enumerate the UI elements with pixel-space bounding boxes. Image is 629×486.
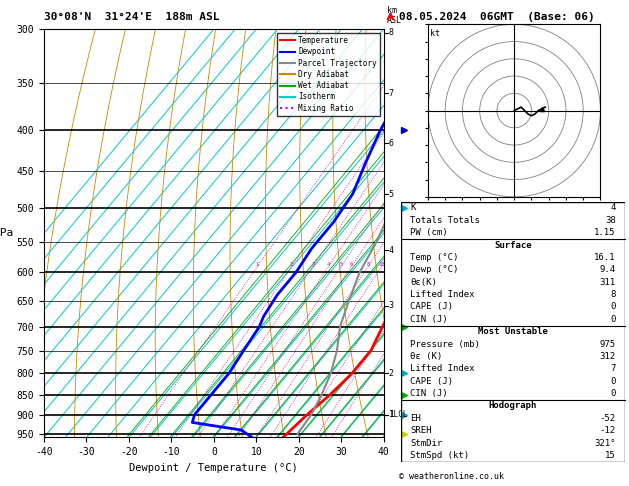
Text: kt: kt xyxy=(430,30,440,38)
Text: K: K xyxy=(410,203,416,212)
Text: CAPE (J): CAPE (J) xyxy=(410,302,454,312)
Text: 7: 7 xyxy=(389,88,394,98)
Text: Lifted Index: Lifted Index xyxy=(410,364,475,373)
Text: 1LCL: 1LCL xyxy=(389,410,408,419)
Text: 311: 311 xyxy=(599,278,616,287)
Legend: Temperature, Dewpoint, Parcel Trajectory, Dry Adiabat, Wet Adiabat, Isotherm, Mi: Temperature, Dewpoint, Parcel Trajectory… xyxy=(277,33,380,116)
Text: 4: 4 xyxy=(327,261,330,266)
Text: 4: 4 xyxy=(610,203,616,212)
Text: © weatheronline.co.uk: © weatheronline.co.uk xyxy=(399,472,504,481)
Text: Temp (°C): Temp (°C) xyxy=(410,253,459,262)
Text: Lifted Index: Lifted Index xyxy=(410,290,475,299)
Text: 08.05.2024  06GMT  (Base: 06): 08.05.2024 06GMT (Base: 06) xyxy=(399,12,595,22)
Text: 312: 312 xyxy=(599,352,616,361)
Text: 30°08'N  31°24'E  188m ASL: 30°08'N 31°24'E 188m ASL xyxy=(44,12,220,22)
Text: -12: -12 xyxy=(599,426,616,435)
Text: 0: 0 xyxy=(610,389,616,398)
Text: 8: 8 xyxy=(367,261,370,266)
Text: 6: 6 xyxy=(350,261,353,266)
Text: Totals Totals: Totals Totals xyxy=(410,216,480,225)
Text: θε(K): θε(K) xyxy=(410,278,437,287)
Text: Most Unstable: Most Unstable xyxy=(478,327,548,336)
Text: CIN (J): CIN (J) xyxy=(410,389,448,398)
Text: km
ASL: km ASL xyxy=(387,6,402,25)
Text: 15: 15 xyxy=(605,451,616,460)
Text: Pressure (mb): Pressure (mb) xyxy=(410,340,480,348)
Text: -52: -52 xyxy=(599,414,616,423)
Text: 321°: 321° xyxy=(594,439,616,448)
Text: CAPE (J): CAPE (J) xyxy=(410,377,454,386)
Text: 3: 3 xyxy=(389,301,394,311)
Text: 1: 1 xyxy=(389,410,394,419)
Text: SREH: SREH xyxy=(410,426,431,435)
Text: 2: 2 xyxy=(389,369,394,378)
Text: StmDir: StmDir xyxy=(410,439,442,448)
Text: 7: 7 xyxy=(610,364,616,373)
Text: 10: 10 xyxy=(378,261,385,266)
Text: 4: 4 xyxy=(389,245,394,255)
Text: EH: EH xyxy=(410,414,421,423)
Text: CIN (J): CIN (J) xyxy=(410,315,448,324)
Text: 5: 5 xyxy=(389,190,394,199)
Text: 3: 3 xyxy=(311,261,314,266)
Text: hPa: hPa xyxy=(0,228,13,238)
Text: Hodograph: Hodograph xyxy=(489,401,537,411)
Text: θε (K): θε (K) xyxy=(410,352,442,361)
Text: 1: 1 xyxy=(256,261,259,266)
Text: 9.4: 9.4 xyxy=(599,265,616,274)
Text: 8: 8 xyxy=(389,28,394,37)
Text: 1.15: 1.15 xyxy=(594,228,616,237)
Text: 0: 0 xyxy=(610,377,616,386)
Text: Dewp (°C): Dewp (°C) xyxy=(410,265,459,274)
Text: 5: 5 xyxy=(339,261,343,266)
Text: 0: 0 xyxy=(610,315,616,324)
Text: 38: 38 xyxy=(605,216,616,225)
Text: 2: 2 xyxy=(290,261,293,266)
Text: 16.1: 16.1 xyxy=(594,253,616,262)
Text: 6: 6 xyxy=(389,139,394,148)
Text: PW (cm): PW (cm) xyxy=(410,228,448,237)
X-axis label: Dewpoint / Temperature (°C): Dewpoint / Temperature (°C) xyxy=(130,463,298,473)
Text: 0: 0 xyxy=(610,302,616,312)
Text: StmSpd (kt): StmSpd (kt) xyxy=(410,451,469,460)
Text: 8: 8 xyxy=(610,290,616,299)
Text: 975: 975 xyxy=(599,340,616,348)
Text: Surface: Surface xyxy=(494,241,532,249)
